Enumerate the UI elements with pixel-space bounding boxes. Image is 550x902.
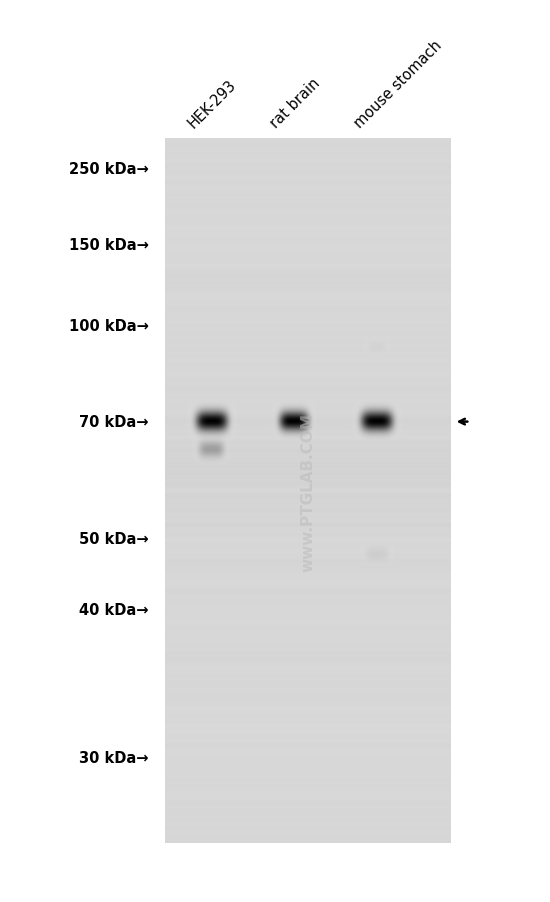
- Text: 70 kDa→: 70 kDa→: [79, 415, 148, 429]
- Text: 50 kDa→: 50 kDa→: [79, 531, 148, 546]
- Text: mouse stomach: mouse stomach: [351, 38, 444, 131]
- Text: www.PTGLAB.COM: www.PTGLAB.COM: [300, 412, 316, 571]
- Text: 150 kDa→: 150 kDa→: [69, 238, 148, 253]
- Text: 30 kDa→: 30 kDa→: [79, 750, 148, 765]
- Text: 100 kDa→: 100 kDa→: [69, 319, 148, 334]
- Text: 40 kDa→: 40 kDa→: [79, 603, 148, 617]
- Text: rat brain: rat brain: [267, 76, 322, 131]
- Text: 250 kDa→: 250 kDa→: [69, 162, 148, 177]
- Text: HEK-293: HEK-293: [185, 77, 239, 131]
